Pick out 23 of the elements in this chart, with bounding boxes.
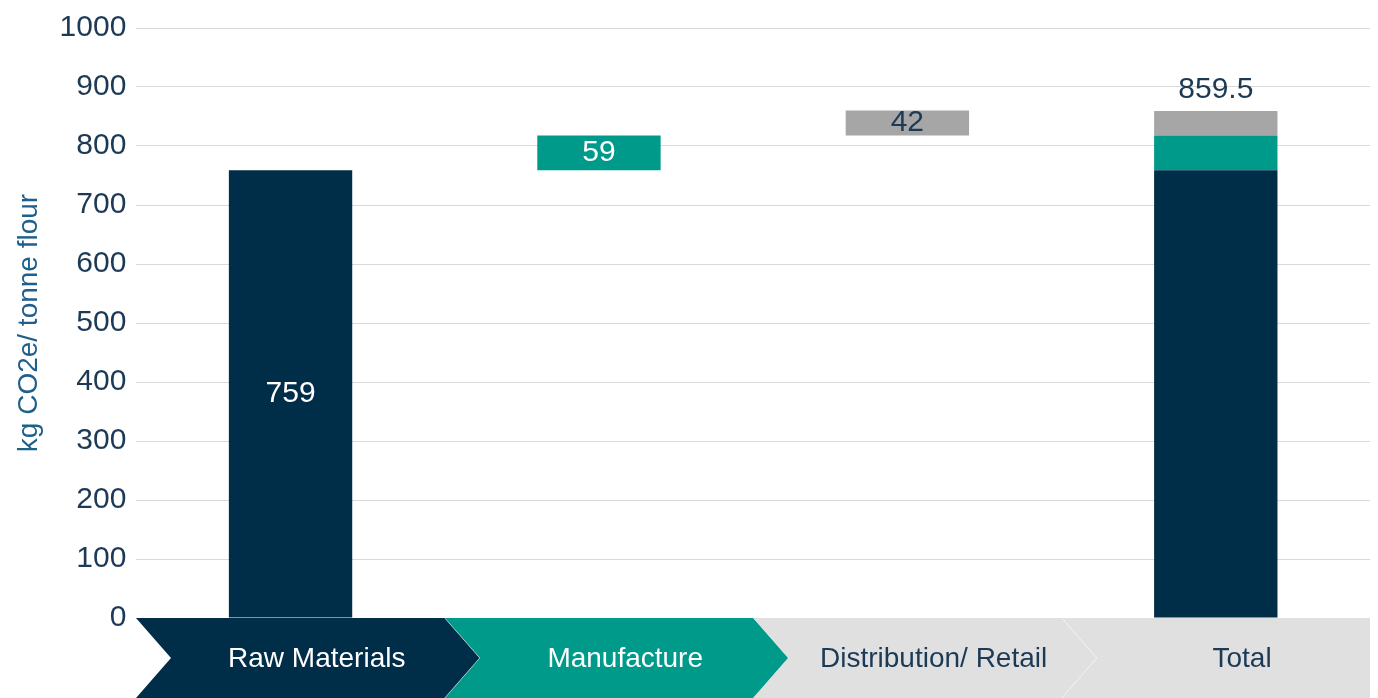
y-tick-label: 500	[76, 304, 127, 338]
y-tick-label: 0	[109, 599, 127, 633]
bar	[537, 135, 661, 171]
y-tick-label: 1000	[59, 9, 127, 43]
y-tick-label: 300	[76, 422, 127, 456]
y-tick-label: 800	[76, 127, 127, 161]
x-tick-label: Manufacture	[546, 641, 704, 675]
total-label: 859.5	[1178, 71, 1254, 105]
data-label: 59	[582, 134, 616, 168]
y-tick-label: 600	[76, 245, 127, 279]
bar	[1154, 110, 1278, 136]
x-tick-label: Total	[1211, 641, 1273, 675]
data-label: 759	[265, 375, 316, 409]
y-tick-label: 100	[76, 540, 127, 574]
y-axis-title: kg CO2e/ tonne flour	[11, 193, 43, 453]
x-tick-label: Raw Materials	[227, 641, 407, 675]
y-tick-label: 700	[76, 186, 127, 220]
x-tick-label: Distribution/ Retail	[819, 641, 1049, 675]
y-tick-label: 200	[76, 481, 127, 515]
y-tick-label: 900	[76, 68, 127, 102]
y-tick-label: 400	[76, 363, 127, 397]
bar	[1154, 135, 1278, 171]
data-label: 42	[890, 104, 925, 138]
